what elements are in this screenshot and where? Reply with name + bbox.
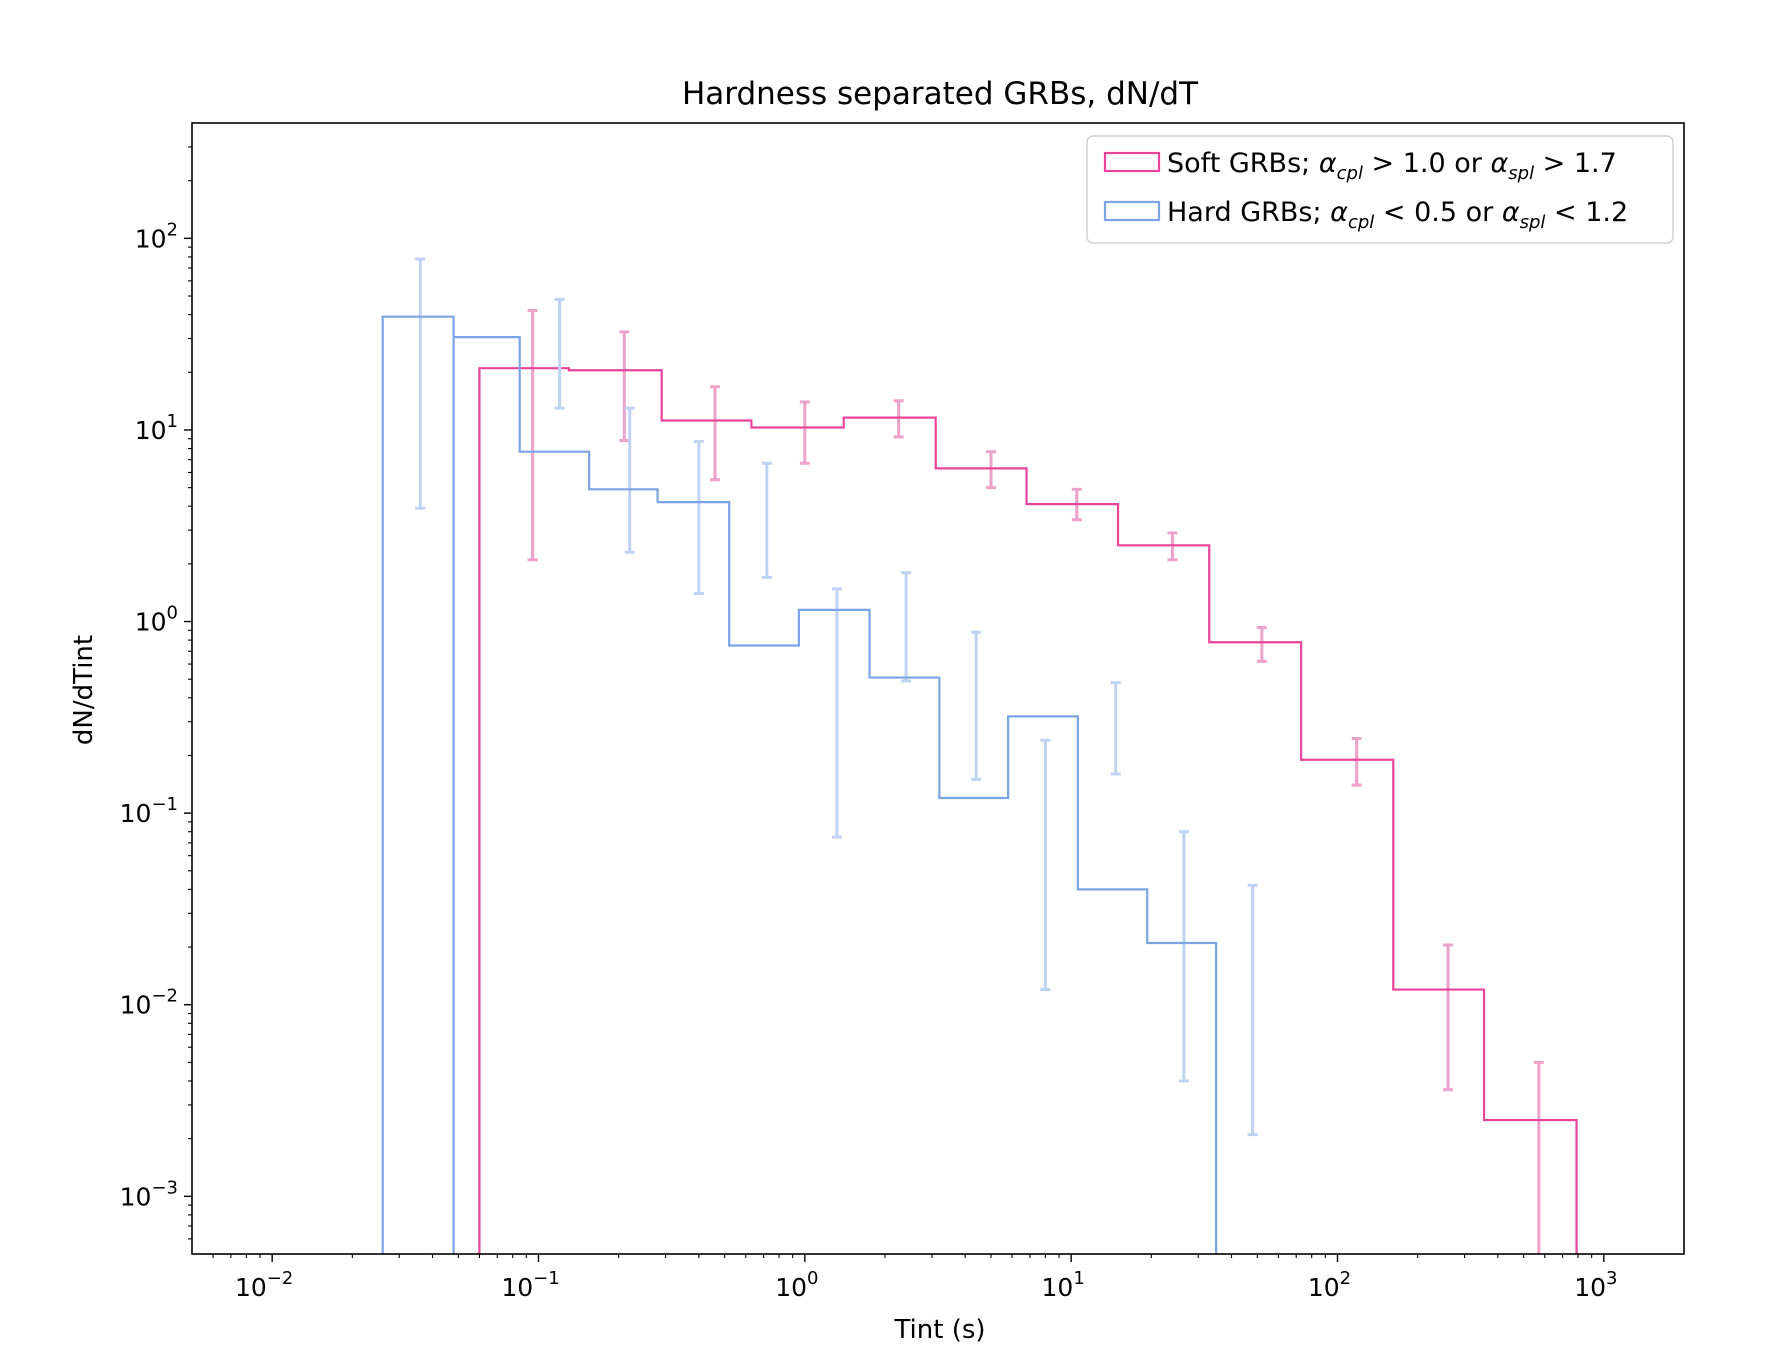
x-axis-label: Tint (s)	[893, 1315, 985, 1345]
error-bar	[985, 450, 996, 490]
legend-box	[1086, 135, 1674, 244]
error-bar	[1351, 737, 1362, 787]
x-tick-label: 10−2	[235, 1268, 293, 1302]
plot-frame	[191, 122, 1685, 1255]
error-bar	[624, 406, 635, 554]
error-bar	[1443, 943, 1454, 1092]
error-bar	[415, 257, 426, 510]
legend: Soft GRBs; αcpl > 1.0 or αspl > 1.7 Hard …	[1086, 135, 1674, 244]
legend-entry-soft-grbs: Soft GRBs; αcpl > 1.0 or αspl > 1.7	[1103, 148, 1617, 184]
error-bar	[761, 461, 772, 579]
error-bar	[1040, 738, 1051, 992]
error-bar	[1256, 626, 1267, 663]
error-bar	[971, 630, 982, 781]
step-outline	[381, 315, 1218, 1254]
error-bar	[554, 297, 565, 410]
y-tick-label: 10−3	[120, 1177, 178, 1211]
axis-ticks: 10−2 10−1 100 101 102 103 10−3 10−2 10−1 100 101 10…	[120, 146, 1617, 1302]
series-hard-grbs	[381, 257, 1258, 1254]
error-bar	[1247, 883, 1258, 1137]
chart-title: Hardness separated GRBs, dN/dT	[682, 76, 1199, 112]
series-soft-grbs	[478, 309, 1578, 1254]
error-bars	[415, 257, 1258, 1137]
step-outline	[478, 367, 1578, 1254]
x-tick-label: 10−1	[501, 1268, 559, 1302]
legend-swatch	[1103, 200, 1161, 222]
y-tick-label: 10−2	[120, 986, 178, 1020]
error-bars	[527, 309, 1544, 1254]
legend-label: Hard GRBs; αcpl < 0.5 or αspl < 1.2	[1167, 197, 1628, 233]
y-tick-label: 101	[135, 411, 178, 445]
y-tick-label: 102	[135, 219, 178, 253]
error-bar	[693, 440, 704, 596]
legend-entry-hard-grbs: Hard GRBs; αcpl < 0.5 or αspl < 1.2	[1103, 197, 1628, 233]
error-bar	[1110, 681, 1121, 776]
y-tick-label: 10−1	[120, 794, 178, 828]
y-axis-label: dN/dTint	[69, 635, 99, 745]
error-bar	[831, 587, 842, 839]
error-bar	[893, 399, 904, 439]
x-tick-label: 103	[1574, 1268, 1617, 1302]
error-bar	[710, 385, 721, 482]
y-tick-label: 100	[135, 603, 178, 637]
x-tick-label: 100	[775, 1268, 818, 1302]
error-bar	[1178, 830, 1189, 1083]
error-bar	[901, 571, 912, 683]
error-bar	[619, 330, 630, 443]
series-layer	[381, 257, 1578, 1254]
legend-label: Soft GRBs; αcpl > 1.0 or αspl > 1.7	[1167, 148, 1617, 184]
error-bar	[799, 400, 810, 465]
x-tick-label: 101	[1042, 1268, 1085, 1302]
legend-swatch	[1103, 151, 1161, 173]
error-bar	[527, 309, 538, 562]
error-bar	[1533, 1060, 1544, 1254]
x-tick-label: 102	[1308, 1268, 1351, 1302]
